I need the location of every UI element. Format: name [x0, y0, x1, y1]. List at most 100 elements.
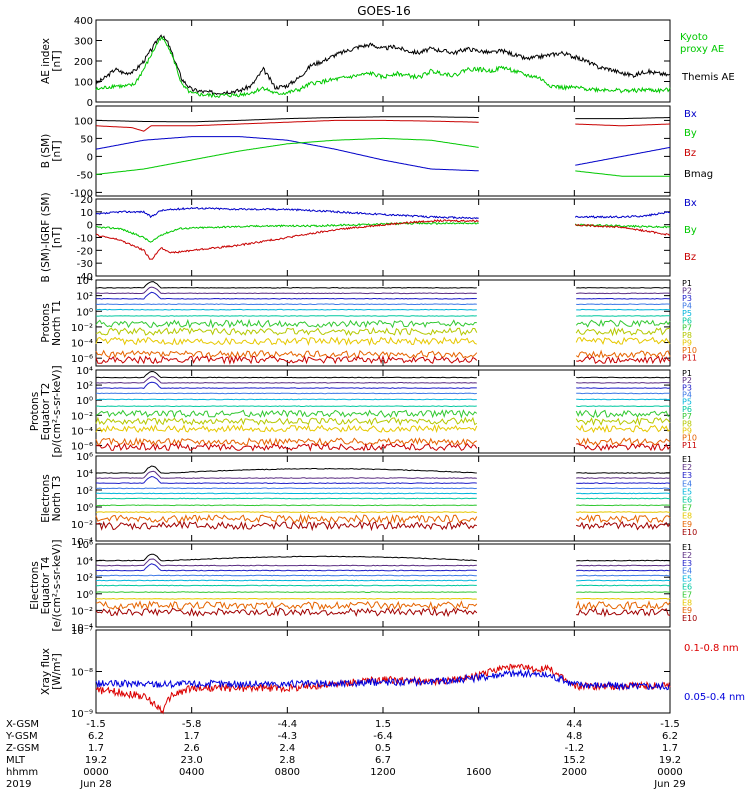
row-value: 1200 [370, 767, 395, 778]
channel-p4 [95, 392, 477, 395]
panel-frame [95, 105, 671, 197]
channel-e4 [95, 487, 477, 490]
y-tick-label: 400 [74, 16, 93, 27]
series-kyoto-proxy-ae [95, 36, 671, 99]
channel-e3 [576, 569, 671, 572]
y-tick-label: 10⁰ [76, 307, 93, 318]
y-tick-label: 10⁻⁷ [71, 626, 93, 637]
channel-p7 [95, 409, 478, 419]
row-value: 15.2 [563, 755, 585, 766]
channel-e9 [575, 514, 671, 524]
series-bx [95, 206, 479, 220]
row-value: 0000 [83, 767, 108, 778]
row-value: Jun 28 [79, 779, 112, 790]
y-tick-label: -100 [70, 188, 93, 199]
legend-e8: E8 [682, 598, 692, 607]
y-tick-label: -20 [77, 246, 93, 257]
row-value: 19.2 [85, 755, 107, 766]
row-value: 1.5 [375, 719, 391, 730]
row-value: 1.7 [184, 731, 200, 742]
y-tick-label: 10² [76, 573, 93, 584]
row-value: 0800 [275, 767, 300, 778]
y-tick-label: 10⁴ [76, 366, 93, 377]
legend-p10: P10 [682, 346, 697, 355]
panel-frame [95, 19, 671, 103]
row-value: 6.2 [662, 731, 678, 742]
row-label: MLT [6, 755, 26, 766]
channel-p8 [575, 326, 671, 337]
series-0-05-0-4-nm [95, 668, 671, 692]
y-tick-label: 200 [74, 57, 93, 68]
y-tick-label: 10⁻⁴ [71, 339, 93, 350]
panel-bigrf: -40 -30 -20-10 0 10 20 B (SM)-IGRF (SM)[nT] Bx B… [40, 192, 697, 283]
channel-e2 [96, 558, 477, 567]
channel-e6 [95, 584, 477, 587]
channel-e2 [95, 470, 477, 479]
series-bz [574, 223, 671, 236]
channel-p4 [95, 303, 477, 306]
channel-p10 [95, 437, 477, 447]
legend-p3: P3 [682, 383, 692, 392]
channel-e5 [576, 492, 671, 495]
legend-e1: E1 [682, 455, 692, 464]
legend-e9: E9 [682, 606, 692, 615]
legend-p4: P4 [682, 391, 692, 400]
y-tick-label: 10⁻² [71, 606, 93, 617]
y-tick-label: 10⁻⁶ [71, 441, 93, 452]
channel-p5 [96, 308, 477, 311]
channel-p8 [95, 326, 478, 337]
channel-e2 [576, 477, 671, 479]
y-tick-label: 100 [74, 78, 93, 89]
legend-p10: P10 [682, 434, 697, 443]
y-tick-label: 10² [76, 292, 93, 303]
y-tick-label: 10 [80, 208, 93, 219]
row-value: 6.7 [375, 755, 391, 766]
y-tick-label: 10⁰ [76, 396, 93, 407]
legend-e10: E10 [682, 528, 697, 537]
channel-p3 [95, 381, 477, 389]
legend-p5: P5 [682, 398, 692, 407]
legend-p3: P3 [682, 294, 692, 303]
legend-p9: P9 [682, 339, 692, 348]
legend-bmag: Bmag [684, 169, 713, 180]
y-tick-label: -30 [77, 259, 93, 270]
channel-p2 [576, 292, 671, 295]
channel-e7 [95, 504, 477, 507]
row-value: -6.4 [373, 731, 393, 742]
channel-p6 [95, 405, 477, 408]
legend-kyoto-proxy-ae: Kyoto [680, 32, 708, 43]
y-tick-label: -10 [77, 234, 93, 245]
row-value: 1.7 [88, 743, 104, 754]
series-bmag [96, 116, 479, 123]
row-value: 23.0 [181, 755, 203, 766]
row-value: 2.4 [279, 743, 295, 754]
legend-e3: E3 [682, 559, 692, 568]
legend-e9: E9 [682, 520, 692, 529]
channel-e4 [95, 574, 477, 577]
channel-e7 [576, 591, 671, 594]
y-tick-label: 10⁻² [71, 520, 93, 531]
y-tick-label: -40 [77, 272, 93, 283]
y-tick-label: 0 [87, 221, 93, 232]
y-tick-label: 10⁻⁴ [71, 537, 93, 548]
row-value: Jun 29 [653, 779, 686, 790]
row-value: -4.3 [278, 731, 298, 742]
legend-e5: E5 [682, 575, 692, 584]
legend-p11: P11 [682, 441, 697, 450]
legend-p2: P2 [682, 376, 692, 385]
time-axis-table: X-GSM -1.5 -5.8 -4.4 1.5 4.4 -1.5Y-GSM 6.2 1.7 -4… [5, 719, 686, 790]
legend-p7: P7 [682, 412, 692, 421]
y-tick-label: 10⁶ [76, 540, 93, 551]
channel-p2 [576, 381, 671, 384]
y-axis-label: ElectronsNorth T3 [40, 474, 63, 523]
channel-p6 [95, 315, 477, 317]
channel-p1 [95, 281, 477, 289]
row-value: -1.5 [660, 719, 680, 730]
channel-e5 [95, 579, 477, 582]
channel-e8 [576, 597, 671, 600]
series-bx [575, 146, 671, 166]
channel-p8 [95, 416, 478, 427]
y-tick-label: 10⁻² [71, 411, 93, 422]
